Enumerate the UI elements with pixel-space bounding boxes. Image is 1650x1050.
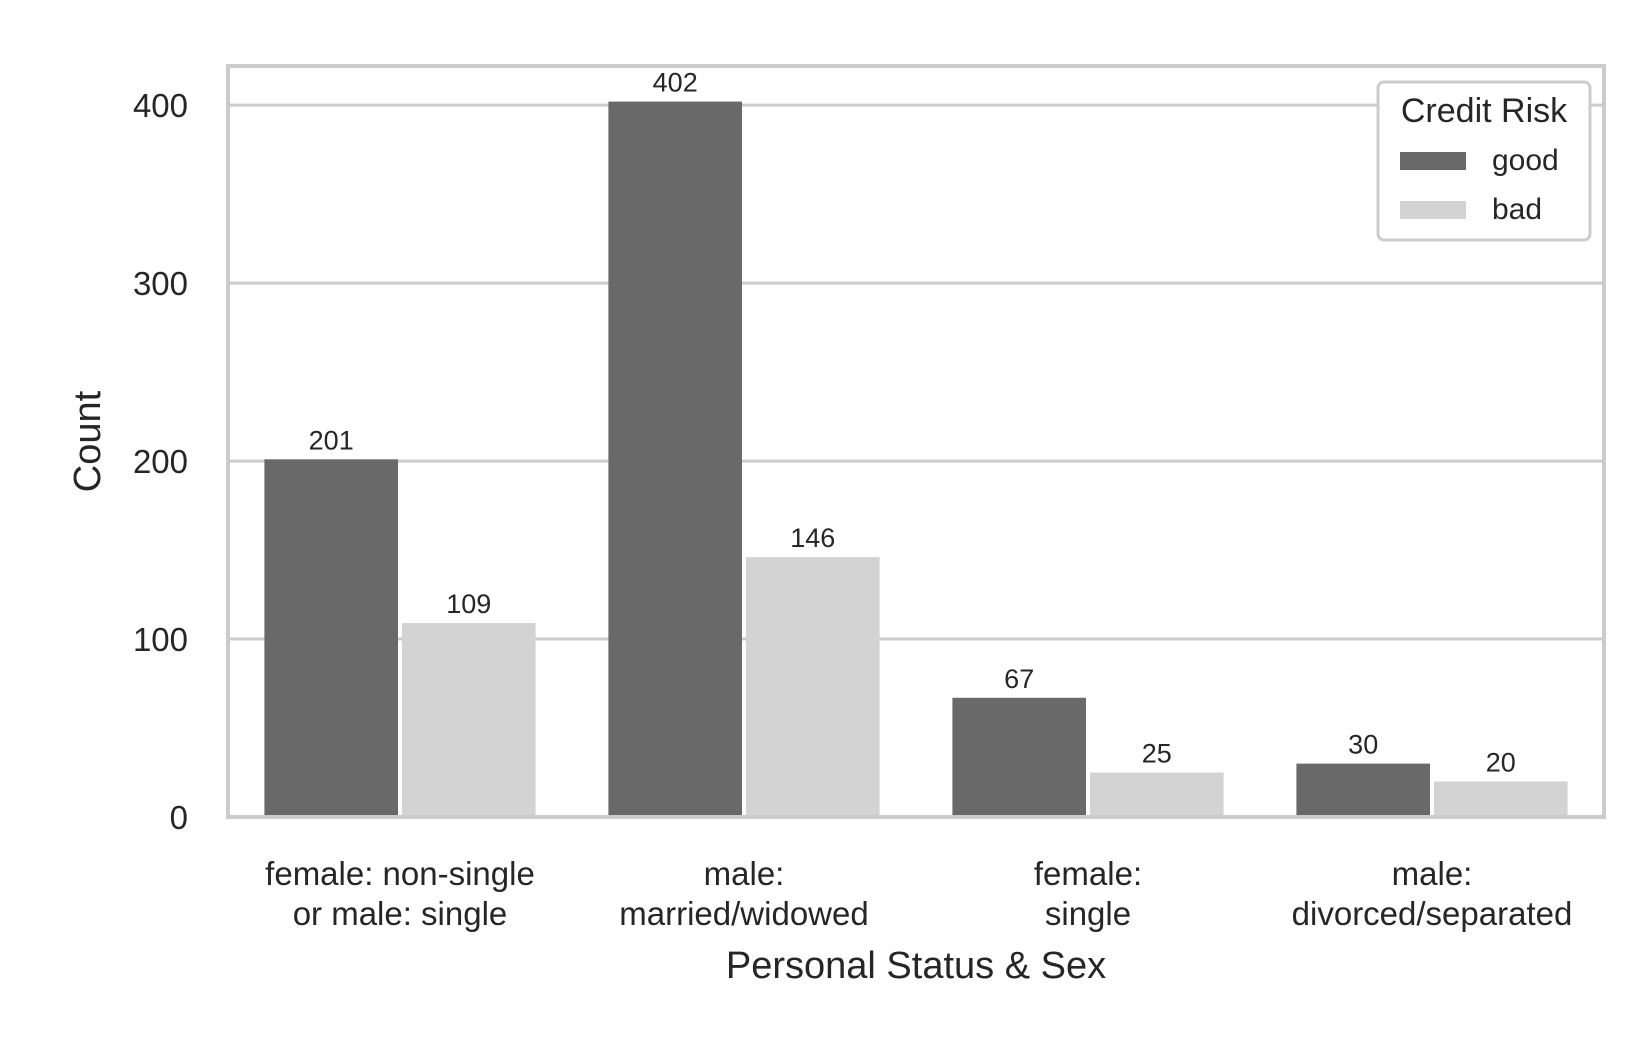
bar-value-label: 109 (446, 589, 491, 619)
bar-value-label: 201 (309, 425, 354, 455)
bar-value-label: 402 (653, 68, 698, 98)
bar-value-label: 30 (1348, 730, 1378, 760)
y-tick-label: 200 (133, 443, 188, 480)
x-tick-label: married/widowed (619, 895, 868, 932)
x-tick-label: female: non-single (265, 855, 535, 892)
bar-value-label: 146 (790, 523, 835, 553)
bar-bad (402, 623, 536, 817)
bars (264, 101, 1568, 818)
legend-swatch-bad (1400, 201, 1466, 219)
legend-box (1376, 80, 1592, 242)
bar-good (264, 459, 398, 817)
bar-bad (1434, 781, 1568, 817)
bar-value-label: 20 (1486, 747, 1516, 777)
y-axis-ticks: 0 100 200 300 400 (133, 87, 188, 836)
bar-bad (1090, 772, 1224, 817)
y-tick-label: 0 (170, 799, 188, 836)
legend-swatch-good (1400, 152, 1466, 170)
bar-value-label: 67 (1004, 664, 1034, 694)
bar-good (1296, 763, 1430, 817)
y-tick-label: 300 (133, 265, 188, 302)
bar-good (952, 697, 1086, 817)
y-tick-label: 400 (133, 87, 188, 124)
x-tick-label: single (1045, 895, 1131, 932)
legend: Credit Risk good bad (1376, 80, 1592, 242)
y-axis-title: Count (67, 390, 109, 492)
x-tick-label: female: (1034, 855, 1142, 892)
bar-value-labels: 201 109 402 146 67 25 30 20 (309, 68, 1516, 778)
gridlines (228, 103, 1604, 641)
x-tick-label: male: (704, 855, 785, 892)
bar-good (608, 101, 742, 818)
bar-bad (746, 557, 880, 817)
legend-label-good: good (1492, 144, 1559, 177)
x-tick-label: divorced/separated (1292, 895, 1573, 932)
x-tick-label: or male: single (293, 895, 508, 932)
y-tick-label: 100 (133, 621, 188, 658)
x-axis-title: Personal Status & Sex (726, 945, 1106, 987)
x-tick-label: male: (1392, 855, 1473, 892)
legend-title: Credit Risk (1401, 92, 1568, 130)
plot-frame (226, 64, 1606, 819)
legend-items: good bad (1400, 144, 1559, 226)
legend-label-bad: bad (1492, 193, 1542, 226)
bar-value-label: 25 (1142, 739, 1172, 769)
